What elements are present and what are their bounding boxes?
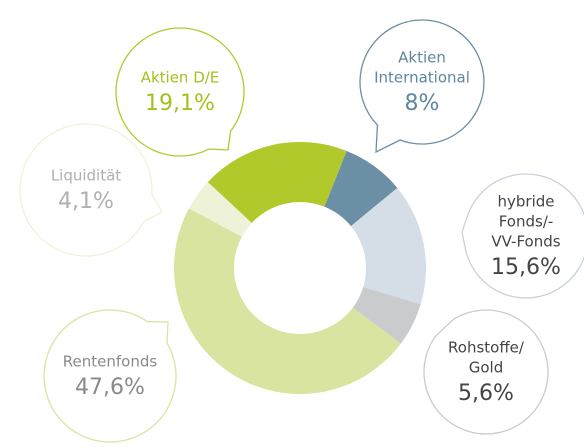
category-label: Liquidität	[51, 167, 121, 185]
callout-bubble	[423, 309, 549, 435]
callout-bubble	[359, 19, 485, 154]
category-label: International	[374, 69, 470, 87]
category-label: hybride	[498, 193, 555, 211]
category-label: Aktien	[398, 49, 446, 67]
donut-slice	[173, 208, 401, 395]
donut-slice	[350, 187, 426, 305]
category-label: Aktien D/E	[141, 69, 220, 87]
value-label: 5,6%	[458, 381, 514, 406]
category-label: Rentenfonds	[63, 353, 158, 371]
value-label: 19,1%	[145, 91, 215, 116]
callout-bubble	[43, 309, 177, 443]
donut-slice	[188, 182, 252, 237]
value-label: 15,6%	[491, 255, 561, 280]
value-label: 8%	[405, 91, 440, 116]
category-label: VV-Fonds	[491, 233, 560, 251]
donut-slice	[207, 142, 347, 223]
category-label: Fonds/-	[499, 213, 554, 231]
callout-bubble	[461, 173, 584, 299]
value-label: 4,1%	[58, 189, 114, 214]
donut-slice	[352, 286, 421, 344]
category-label: Rohstoffe/	[448, 339, 525, 357]
callout-bubble	[115, 27, 245, 157]
value-label: 47,6%	[75, 375, 145, 400]
category-label: Gold	[469, 359, 504, 377]
callout-bubble	[19, 123, 163, 257]
donut-slice	[324, 150, 398, 227]
